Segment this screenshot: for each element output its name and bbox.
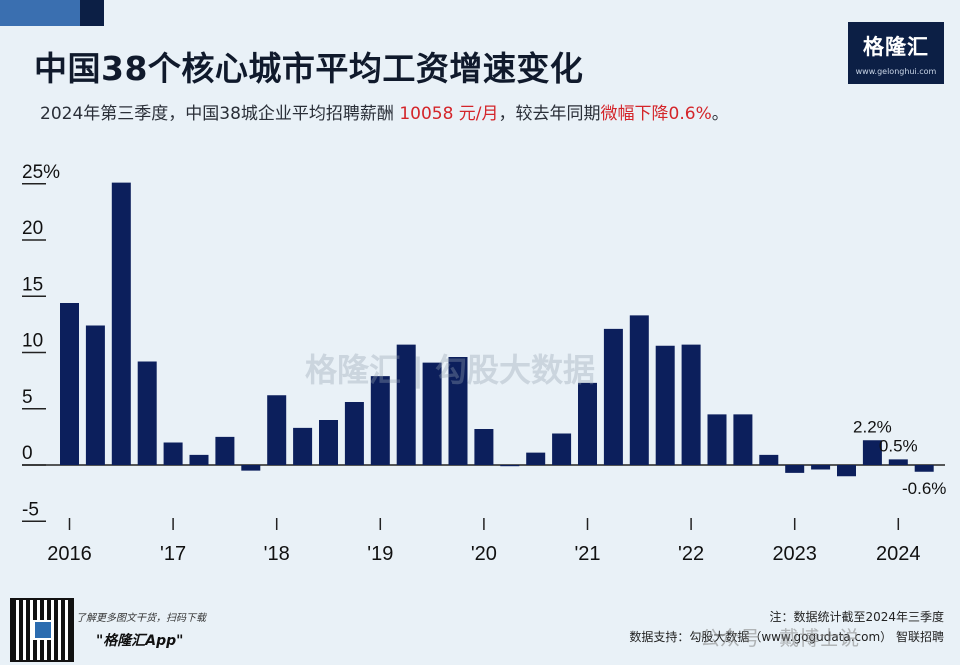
bar bbox=[448, 357, 468, 465]
bar bbox=[629, 315, 649, 465]
bar bbox=[759, 454, 779, 465]
bar bbox=[422, 362, 442, 465]
x-tick-label: '20 bbox=[471, 543, 497, 565]
wechat-watermark: 公众号 · 戴博士说 bbox=[700, 626, 860, 650]
bar bbox=[319, 420, 338, 465]
bar bbox=[111, 182, 131, 465]
x-tick-label: '18 bbox=[264, 543, 290, 565]
bar bbox=[500, 465, 520, 467]
y-tick-label: 25% bbox=[22, 162, 60, 183]
x-tick-label: 2024 bbox=[876, 543, 921, 565]
bar bbox=[370, 376, 390, 465]
data-label: 2.2% bbox=[853, 417, 892, 436]
data-source: 数据支持：勾股大数据（www.gogudata.com） 智联招聘 bbox=[629, 630, 944, 644]
bar bbox=[888, 459, 908, 465]
bar bbox=[344, 402, 364, 465]
x-tick-label: 2016 bbox=[47, 543, 92, 565]
top-accent-bar bbox=[0, 0, 80, 26]
logo-url: www.gelonghui.com bbox=[855, 67, 937, 76]
bar bbox=[552, 433, 572, 465]
subtitle-suffix: 。 bbox=[711, 104, 729, 124]
promo-line-1: 了解更多图文干货，扫码下载 bbox=[76, 613, 206, 624]
bar-chart: 25% 20 15 10 5 0 -5 2.2%0.5% -0.6% 2016 '17 '18 '19 '… bbox=[22, 162, 946, 565]
bar bbox=[837, 465, 856, 477]
bar bbox=[914, 465, 934, 472]
x-tick-label: '19 bbox=[367, 543, 393, 565]
y-tick-label: 20 bbox=[22, 218, 43, 239]
data-label: -0.6% bbox=[902, 479, 946, 498]
x-tick-label: '21 bbox=[574, 543, 600, 565]
qr-logo-icon bbox=[33, 620, 53, 640]
bar bbox=[526, 452, 546, 465]
bar bbox=[85, 325, 105, 465]
bar bbox=[241, 465, 261, 471]
subtitle-middle: ，较去年同期 bbox=[498, 104, 601, 124]
bar bbox=[60, 303, 79, 465]
bar bbox=[189, 454, 209, 465]
bar bbox=[163, 442, 183, 465]
x-tick-label: 2023 bbox=[772, 543, 817, 565]
bar bbox=[862, 440, 882, 465]
bar bbox=[707, 414, 727, 465]
data-label: 0.5% bbox=[879, 436, 918, 455]
bar bbox=[267, 395, 287, 465]
brand-logo: 格隆汇 www.gelonghui.com bbox=[848, 22, 944, 84]
bar bbox=[396, 344, 416, 465]
bar bbox=[603, 328, 623, 465]
x-tick-label: '17 bbox=[160, 543, 186, 565]
chart-subtitle: 2024年第三季度，中国38城企业平均招聘薪酬 10058 元/月，较去年同期微… bbox=[40, 99, 729, 124]
subtitle-change: 微幅下降0.6% bbox=[600, 104, 712, 124]
y-tick-label: 0 bbox=[22, 443, 33, 464]
top-accent-bar-dark bbox=[80, 0, 104, 26]
bar bbox=[811, 465, 831, 470]
bar bbox=[474, 429, 494, 465]
promo-line-2: "格隆汇App" bbox=[96, 633, 184, 649]
chart-title: 中国38个核心城市平均工资增速变化 bbox=[34, 49, 584, 88]
bar bbox=[137, 361, 157, 465]
bar bbox=[293, 427, 313, 465]
bar bbox=[215, 436, 235, 465]
bar bbox=[681, 344, 701, 465]
y-tick-label: 15 bbox=[22, 274, 43, 295]
bar bbox=[578, 382, 597, 465]
bar bbox=[655, 345, 675, 465]
bar bbox=[733, 414, 753, 465]
subtitle-salary: 10058 元/月 bbox=[399, 104, 499, 124]
logo-name: 格隆汇 bbox=[863, 35, 929, 59]
bar bbox=[785, 465, 805, 473]
y-tick-label: -5 bbox=[22, 499, 39, 520]
y-tick-label: 5 bbox=[22, 387, 33, 408]
y-tick-label: 10 bbox=[22, 331, 43, 352]
footnote: 注：数据统计截至2024年三季度 bbox=[769, 610, 944, 624]
subtitle-prefix: 2024年第三季度，中国38城企业平均招聘薪酬 bbox=[40, 104, 400, 124]
x-tick-label: '22 bbox=[678, 543, 704, 565]
